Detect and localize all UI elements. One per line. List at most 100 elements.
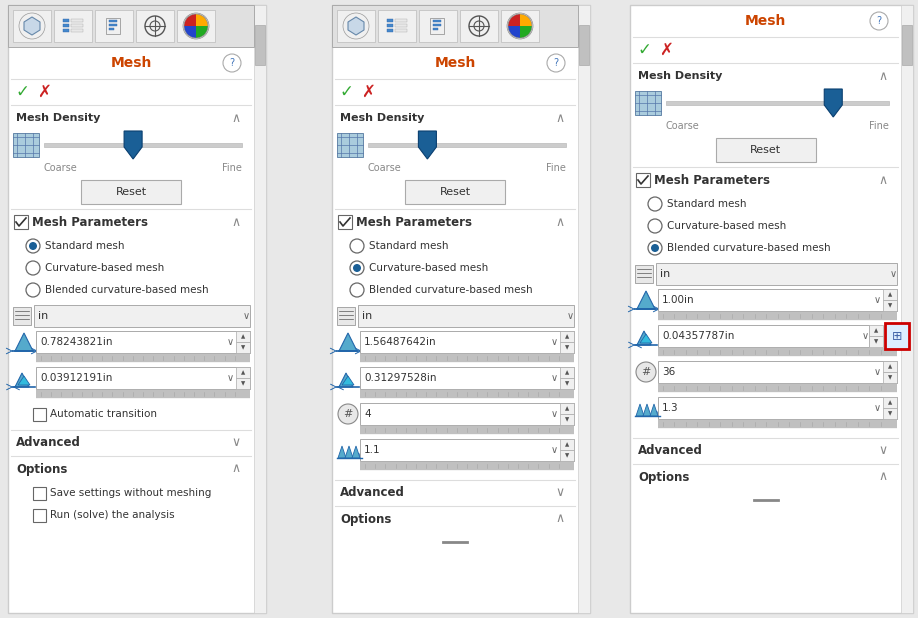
Bar (332, 5, 578, 47)
Text: ▼: ▼ (874, 339, 879, 344)
Polygon shape (419, 131, 436, 159)
Text: Curvature-based mesh: Curvature-based mesh (369, 263, 488, 273)
Text: ▼: ▼ (241, 381, 245, 386)
Text: in: in (38, 311, 49, 321)
Text: Mesh Density: Mesh Density (638, 71, 722, 81)
Polygon shape (636, 404, 644, 416)
Polygon shape (342, 376, 354, 385)
Text: Advanced: Advanced (16, 436, 81, 449)
Text: ∧: ∧ (555, 512, 565, 525)
Text: 1.00in: 1.00in (662, 295, 695, 305)
Bar (883, 361, 897, 372)
Bar (658, 397, 897, 419)
Bar (63, 29, 69, 32)
Text: in: in (660, 269, 670, 279)
Text: Mesh Density: Mesh Density (16, 113, 100, 123)
Bar (405, 180, 505, 204)
Wedge shape (184, 26, 196, 38)
Bar (395, 19, 407, 22)
Polygon shape (824, 89, 842, 117)
Text: 36: 36 (662, 367, 676, 377)
Bar (33, 509, 46, 522)
Polygon shape (15, 333, 33, 351)
Text: ✓: ✓ (15, 83, 29, 101)
Bar (63, 24, 69, 27)
Text: ✓: ✓ (339, 83, 353, 101)
Text: ∨: ∨ (551, 409, 557, 419)
Bar (36, 367, 250, 389)
Bar (460, 10, 498, 42)
Text: ▼: ▼ (888, 375, 892, 380)
Text: 1.56487642in: 1.56487642in (364, 337, 437, 347)
Bar (433, 28, 438, 30)
Text: Standard mesh: Standard mesh (667, 199, 746, 209)
Text: Reset: Reset (116, 187, 147, 197)
Text: ▲: ▲ (565, 442, 569, 447)
Bar (658, 289, 897, 311)
Wedge shape (508, 26, 520, 38)
Circle shape (469, 16, 489, 36)
Text: 0.04357787in: 0.04357787in (662, 331, 734, 341)
Text: ▲: ▲ (888, 400, 892, 405)
Bar (883, 408, 897, 419)
Bar (34, 305, 250, 327)
Text: ∨: ∨ (551, 337, 557, 347)
Text: Reset: Reset (440, 187, 471, 197)
Text: ∨: ∨ (566, 311, 574, 321)
Bar (902, 25, 912, 65)
Text: 1.3: 1.3 (662, 403, 678, 413)
Bar (109, 20, 117, 22)
Circle shape (648, 219, 662, 233)
Text: ▲: ▲ (241, 370, 245, 375)
Bar (360, 331, 574, 353)
Circle shape (353, 264, 361, 272)
Circle shape (636, 362, 656, 382)
Text: Standard mesh: Standard mesh (369, 241, 449, 251)
Bar (635, 91, 661, 115)
Text: ∨: ∨ (551, 445, 557, 455)
Text: ▼: ▼ (241, 345, 245, 350)
Text: 0.31297528in: 0.31297528in (364, 373, 436, 383)
Circle shape (223, 54, 241, 72)
Bar (36, 331, 250, 353)
Polygon shape (640, 334, 652, 343)
Bar (95, 10, 133, 42)
Text: ?: ? (554, 58, 558, 68)
Bar (560, 331, 574, 342)
Bar (901, 5, 913, 613)
Text: #: # (642, 367, 651, 377)
Bar (255, 25, 265, 65)
Text: Mesh: Mesh (110, 56, 151, 70)
Text: ∨: ∨ (231, 436, 241, 449)
Text: ▼: ▼ (888, 411, 892, 416)
Bar (430, 18, 444, 34)
Circle shape (145, 16, 165, 36)
Text: Coarse: Coarse (666, 121, 700, 131)
Bar (419, 10, 457, 42)
Circle shape (547, 54, 565, 72)
Polygon shape (352, 446, 360, 458)
Text: ▼: ▼ (565, 417, 569, 422)
Circle shape (350, 283, 364, 297)
Text: ∧: ∧ (231, 111, 241, 124)
Bar (8, 5, 266, 613)
Polygon shape (637, 291, 655, 309)
Text: ∨: ∨ (242, 311, 250, 321)
Bar (630, 5, 913, 613)
Bar (13, 307, 31, 325)
Text: 1.1: 1.1 (364, 445, 381, 455)
Text: Coarse: Coarse (44, 163, 78, 173)
Bar (560, 403, 574, 414)
Bar (501, 10, 539, 42)
Text: Curvature-based mesh: Curvature-based mesh (667, 221, 786, 231)
Bar (883, 397, 897, 408)
Text: Mesh Parameters: Mesh Parameters (32, 216, 148, 229)
Text: ▲: ▲ (565, 334, 569, 339)
Bar (54, 10, 92, 42)
Bar (109, 24, 117, 26)
Text: ∧: ∧ (555, 111, 565, 124)
Text: ▲: ▲ (888, 364, 892, 369)
Circle shape (19, 13, 45, 39)
Text: ∨: ∨ (551, 373, 557, 383)
Circle shape (870, 12, 888, 30)
